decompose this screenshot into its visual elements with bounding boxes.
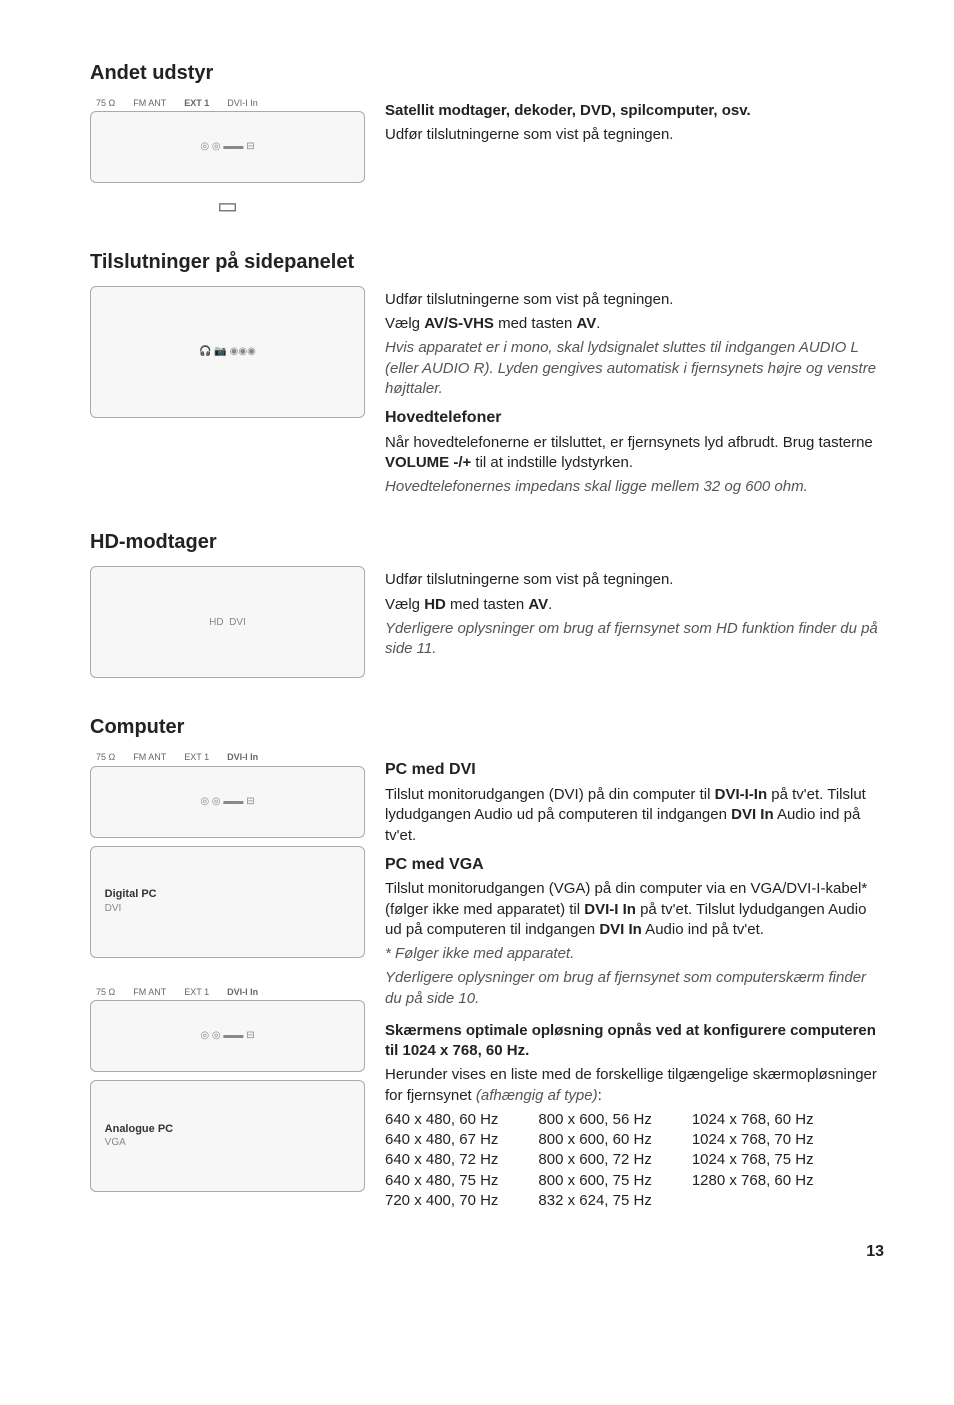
pc-dvi-body: Tilslut monitorudgangen (DVI) på din com… xyxy=(385,785,884,846)
text: . xyxy=(548,596,552,613)
section-title-side: Tilslutninger på sidepanelet xyxy=(90,249,884,276)
port-label: FM ANT xyxy=(133,986,166,998)
res-value: 1024 x 768, 60 Hz xyxy=(692,1110,814,1130)
diagram-comp-ports2: ◎ ◎ ▬▬ ⊟ xyxy=(90,1000,365,1072)
diagram-side: 🎧 📷 ◉◉◉ xyxy=(90,286,365,418)
pc-dvi-title: PC med DVI xyxy=(385,759,884,781)
res-value: 800 x 600, 75 Hz xyxy=(538,1171,651,1191)
comp-note1: * Følger ikke med apparatet. xyxy=(385,944,884,964)
res-value: 832 x 624, 75 Hz xyxy=(538,1191,651,1211)
res-value: 800 x 600, 60 Hz xyxy=(538,1130,651,1150)
diagram-comp1: Digital PC DVI xyxy=(90,846,365,958)
diag-label: Digital PC xyxy=(105,887,351,902)
res-value: 1024 x 768, 70 Hz xyxy=(692,1130,814,1150)
diagram-dvi-label: DVI xyxy=(229,616,246,630)
side-body3: Når hovedtelefonerne er tilsluttet, er f… xyxy=(385,433,884,474)
res-value: 800 x 600, 56 Hz xyxy=(538,1110,651,1130)
text-bold: AV xyxy=(528,596,548,613)
port-label: 75 Ω xyxy=(96,751,115,763)
andet-heading: Satellit modtager, dekoder, DVD, spilcom… xyxy=(385,101,884,121)
text-bold: DVI-I-In xyxy=(715,786,768,803)
text: til at indstille lydstyrken. xyxy=(471,454,633,471)
comp-note2: Yderligere oplysninger om brug af fjerns… xyxy=(385,968,884,1009)
text: Audio ind på tv'et. xyxy=(642,921,764,938)
port-labels-comp2: 75 Ω FM ANT EXT 1 DVI-I In xyxy=(90,986,365,998)
port-label: DVI-I In xyxy=(227,751,258,763)
res-intro: Herunder vises en liste med de forskelli… xyxy=(385,1065,884,1106)
page-number: 13 xyxy=(90,1241,884,1263)
side-body1: Udfør tilslutningerne som vist på tegnin… xyxy=(385,290,884,310)
text: Herunder vises en liste med de forskelli… xyxy=(385,1066,877,1103)
diagram-hd-label: HD xyxy=(209,616,223,630)
section-andet: 75 Ω FM ANT EXT 1 DVI-I In ◎ ◎ ▬▬ ⊟ ▭ Sa… xyxy=(90,97,884,221)
res-col-1: 640 x 480, 60 Hz 640 x 480, 67 Hz 640 x … xyxy=(385,1110,498,1211)
diagram-comp-ports1: ◎ ◎ ▬▬ ⊟ xyxy=(90,766,365,838)
res-value: 720 x 400, 70 Hz xyxy=(385,1191,498,1211)
text-bold: HD xyxy=(424,596,446,613)
port-label: FM ANT xyxy=(133,751,166,763)
text: Tilslut monitorudgangen (DVI) på din com… xyxy=(385,786,715,803)
res-value: 640 x 480, 75 Hz xyxy=(385,1171,498,1191)
res-value: 640 x 480, 72 Hz xyxy=(385,1150,498,1170)
port-label: EXT 1 xyxy=(184,751,209,763)
port-label: 75 Ω xyxy=(96,97,115,109)
text-bold: AV/S-VHS xyxy=(424,315,494,332)
text: Når hovedtelefonerne er tilsluttet, er f… xyxy=(385,434,873,451)
text-bold: VOLUME -/+ xyxy=(385,454,471,471)
side-body2: Vælg AV/S-VHS med tasten AV. xyxy=(385,314,884,334)
port-label: DVI-I In xyxy=(227,986,258,998)
res-value: 1280 x 768, 60 Hz xyxy=(692,1171,814,1191)
port-label: DVI-I In xyxy=(227,97,258,109)
device-icon: ▭ xyxy=(90,191,365,221)
hd-italic1: Yderligere oplysninger om brug af fjerns… xyxy=(385,619,884,660)
text-bold: AV xyxy=(576,315,596,332)
res-heading: Skærmens optimale opløsning opnås ved at… xyxy=(385,1021,884,1062)
port-label: FM ANT xyxy=(133,97,166,109)
diagram-andet: ◎ ◎ ▬▬ ⊟ xyxy=(90,111,365,183)
pc-vga-body: Tilslut monitorudgangen (VGA) på din com… xyxy=(385,879,884,940)
section-title-computer: Computer xyxy=(90,714,884,741)
side-sub: Hovedtelefoner xyxy=(385,407,884,429)
hd-body1: Udfør tilslutningerne som vist på tegnin… xyxy=(385,570,884,590)
text: med tasten xyxy=(494,315,577,332)
section-computer: 75 Ω FM ANT EXT 1 DVI-I In ◎ ◎ ▬▬ ⊟ Digi… xyxy=(90,751,884,1211)
text: . xyxy=(596,315,600,332)
text-bold: DVI-I In xyxy=(584,901,636,918)
section-title-hd: HD-modtager xyxy=(90,529,884,556)
res-value: 800 x 600, 72 Hz xyxy=(538,1150,651,1170)
res-value: 640 x 480, 60 Hz xyxy=(385,1110,498,1130)
port-label: 75 Ω xyxy=(96,986,115,998)
resolution-table: 640 x 480, 60 Hz 640 x 480, 67 Hz 640 x … xyxy=(385,1110,884,1211)
port-labels-andet: 75 Ω FM ANT EXT 1 DVI-I In xyxy=(90,97,365,109)
text-bold: DVI In xyxy=(599,921,642,938)
diag-sub: VGA xyxy=(105,1136,351,1150)
res-value: 640 x 480, 67 Hz xyxy=(385,1130,498,1150)
pc-vga-title: PC med VGA xyxy=(385,854,884,876)
text-italic: (afhængig af type) xyxy=(476,1087,598,1104)
section-title-andet: Andet udstyr xyxy=(90,60,884,87)
port-label: EXT 1 xyxy=(184,986,209,998)
res-col-3: 1024 x 768, 60 Hz 1024 x 768, 70 Hz 1024… xyxy=(692,1110,814,1211)
text-bold: DVI In xyxy=(731,806,774,823)
diagram-comp2: Analogue PC VGA xyxy=(90,1080,365,1192)
text: Vælg xyxy=(385,596,424,613)
port-labels-comp1: 75 Ω FM ANT EXT 1 DVI-I In xyxy=(90,751,365,763)
res-col-2: 800 x 600, 56 Hz 800 x 600, 60 Hz 800 x … xyxy=(538,1110,651,1211)
diag-sub: DVI xyxy=(105,902,351,916)
diagram-hd: HD DVI xyxy=(90,566,365,678)
text: Vælg xyxy=(385,315,424,332)
hd-body2: Vælg HD med tasten AV. xyxy=(385,595,884,615)
text: : xyxy=(598,1087,602,1104)
port-label: EXT 1 xyxy=(184,97,209,109)
section-side: 🎧 📷 ◉◉◉ Udfør tilslutningerne som vist p… xyxy=(90,286,884,502)
side-italic1: Hvis apparatet er i mono, skal lydsignal… xyxy=(385,338,884,399)
diag-label: Analogue PC xyxy=(105,1122,351,1137)
side-italic2: Hovedtelefonernes impedans skal ligge me… xyxy=(385,477,884,497)
text: med tasten xyxy=(446,596,529,613)
res-value: 1024 x 768, 75 Hz xyxy=(692,1150,814,1170)
section-hd: HD DVI Udfør tilslutningerne som vist på… xyxy=(90,566,884,686)
andet-body: Udfør tilslutningerne som vist på tegnin… xyxy=(385,125,884,145)
